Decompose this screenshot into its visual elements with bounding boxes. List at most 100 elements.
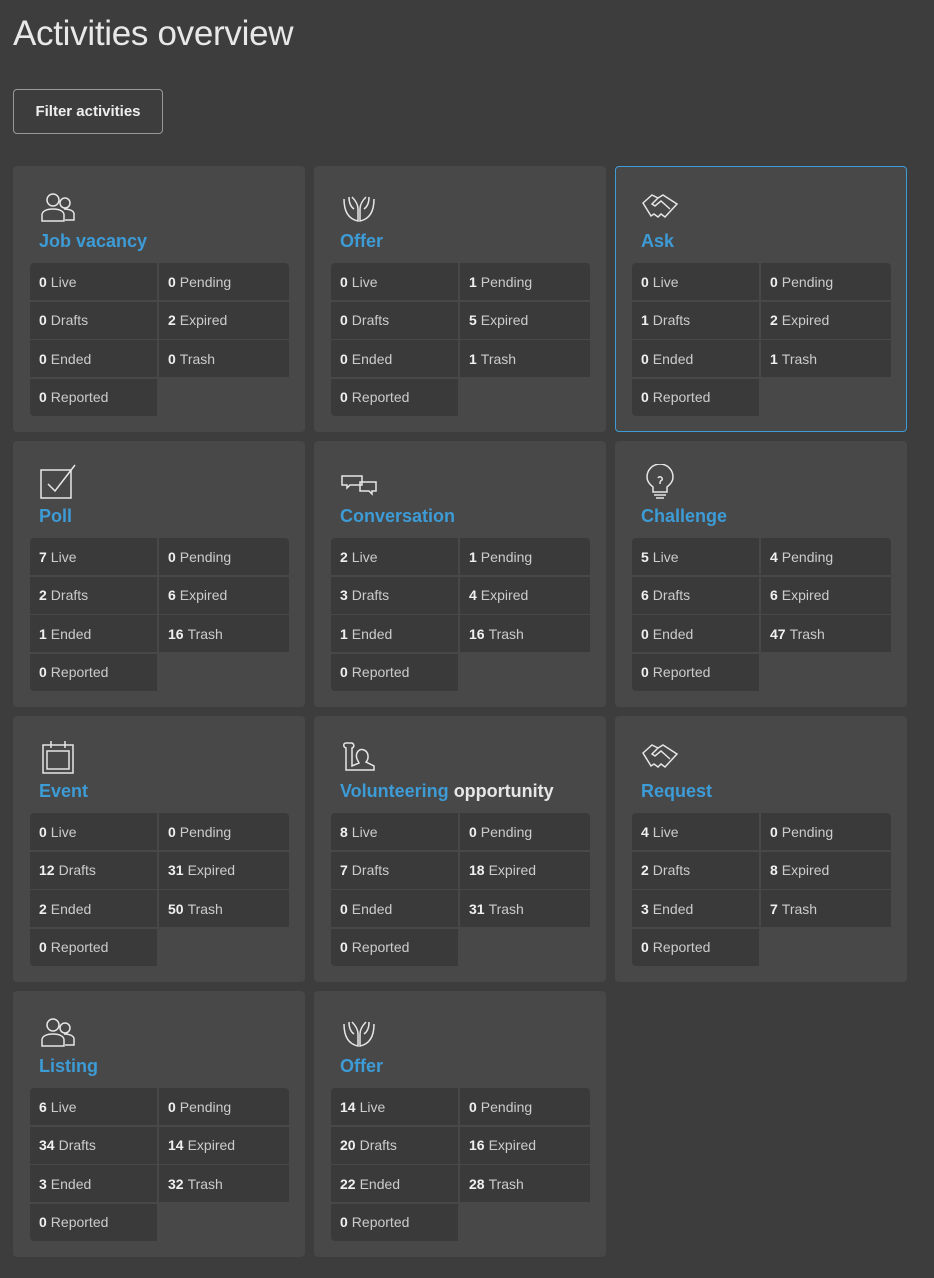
card-title[interactable]: Listing (39, 1056, 98, 1077)
card-title[interactable]: Request (641, 781, 712, 802)
stat-trash[interactable]: 28 Trash (460, 1165, 590, 1202)
card-title[interactable]: Offer (340, 1056, 383, 1077)
card-title-text[interactable]: Volunteering (340, 781, 449, 801)
stat-expired[interactable]: 5 Expired (460, 301, 590, 339)
stat-expired[interactable]: 8 Expired (761, 851, 891, 889)
stat-pending[interactable]: 1 Pending (460, 263, 590, 300)
card-title-text[interactable]: Poll (39, 506, 73, 526)
stat-expired[interactable]: 2 Expired (159, 301, 289, 339)
stat-reported[interactable]: 0 Reported (632, 378, 759, 416)
stat-pending[interactable]: 0 Pending (761, 813, 891, 850)
stat-drafts[interactable]: 1 Drafts (632, 301, 759, 339)
stat-reported[interactable]: 0 Reported (331, 653, 458, 691)
card-title-text[interactable]: Offer (340, 231, 384, 251)
filter-activities-button[interactable]: Filter activities (13, 89, 163, 134)
stat-ended[interactable]: 0 Ended (632, 615, 759, 652)
stat-live[interactable]: 2 Live (331, 538, 458, 575)
stat-expired[interactable]: 14 Expired (159, 1126, 289, 1164)
stat-live[interactable]: 8 Live (331, 813, 458, 850)
stat-drafts[interactable]: 12 Drafts (30, 851, 157, 889)
stat-trash[interactable]: 7 Trash (761, 890, 891, 927)
activity-card[interactable]: Offer 0 Live 1 Pending 0 Drafts 5 Expired 0 Ended 1… (314, 166, 606, 432)
stat-reported[interactable]: 0 Reported (632, 928, 759, 966)
stat-trash[interactable]: 50 Trash (159, 890, 289, 927)
stat-trash[interactable]: 0 Trash (159, 340, 289, 377)
stat-live[interactable]: 5 Live (632, 538, 759, 575)
stat-ended[interactable]: 2 Ended (30, 890, 157, 927)
stat-drafts[interactable]: 2 Drafts (30, 576, 157, 614)
stat-drafts[interactable]: 0 Drafts (30, 301, 157, 339)
activity-card[interactable]: Poll 7 Live 0 Pending 2 Drafts 6 Expired 1 Ended 16… (13, 441, 305, 707)
stat-pending[interactable]: 0 Pending (159, 263, 289, 300)
activity-card[interactable]: Event 0 Live 0 Pending 12 Drafts 31 Expired 2 Ende… (13, 716, 305, 982)
stat-reported[interactable]: 0 Reported (632, 653, 759, 691)
card-title[interactable]: Ask (641, 231, 674, 252)
stat-drafts[interactable]: 6 Drafts (632, 576, 759, 614)
stat-expired[interactable]: 18 Expired (460, 851, 590, 889)
stat-trash[interactable]: 16 Trash (460, 615, 590, 652)
stat-pending[interactable]: 4 Pending (761, 538, 891, 575)
activity-card[interactable]: Job vacancy 0 Live 0 Pending 0 Drafts 2 Expired 0… (13, 166, 305, 432)
stat-pending[interactable]: 0 Pending (159, 1088, 289, 1125)
stat-reported[interactable]: 0 Reported (331, 928, 458, 966)
stat-trash[interactable]: 1 Trash (460, 340, 590, 377)
stat-drafts[interactable]: 3 Drafts (331, 576, 458, 614)
card-title[interactable]: Challenge (641, 506, 727, 527)
activity-card[interactable]: Volunteering opportunity 8 Live 0 Pending 7 Dr… (314, 716, 606, 982)
stat-ended[interactable]: 22 Ended (331, 1165, 458, 1202)
stat-reported[interactable]: 0 Reported (30, 378, 157, 416)
stat-expired[interactable]: 31 Expired (159, 851, 289, 889)
stat-live[interactable]: 14 Live (331, 1088, 458, 1125)
stat-drafts[interactable]: 0 Drafts (331, 301, 458, 339)
card-title-text[interactable]: Request (641, 781, 713, 801)
stat-live[interactable]: 0 Live (331, 263, 458, 300)
stat-trash[interactable]: 32 Trash (159, 1165, 289, 1202)
stat-trash[interactable]: 1 Trash (761, 340, 891, 377)
card-title-text[interactable]: Offer (340, 1056, 384, 1076)
card-title-text[interactable]: Ask (641, 231, 675, 251)
stat-live[interactable]: 7 Live (30, 538, 157, 575)
card-title[interactable]: Volunteering opportunity (340, 781, 554, 802)
activity-card[interactable]: Ask 0 Live 0 Pending 1 Drafts 2 Expired 0 Ended 1 Tr… (615, 166, 907, 432)
card-title[interactable]: Event (39, 781, 88, 802)
stat-drafts[interactable]: 20 Drafts (331, 1126, 458, 1164)
stat-expired[interactable]: 4 Expired (460, 576, 590, 614)
stat-ended[interactable]: 0 Ended (30, 340, 157, 377)
card-title[interactable]: Job vacancy (39, 231, 147, 252)
stat-reported[interactable]: 0 Reported (30, 653, 157, 691)
stat-drafts[interactable]: 2 Drafts (632, 851, 759, 889)
stat-pending[interactable]: 0 Pending (460, 813, 590, 850)
stat-pending[interactable]: 0 Pending (761, 263, 891, 300)
stat-expired[interactable]: 6 Expired (159, 576, 289, 614)
stat-ended[interactable]: 0 Ended (632, 340, 759, 377)
card-title[interactable]: Poll (39, 506, 72, 527)
stat-pending[interactable]: 0 Pending (460, 1088, 590, 1125)
stat-live[interactable]: 0 Live (30, 813, 157, 850)
card-title-text[interactable]: Listing (39, 1056, 98, 1076)
stat-expired[interactable]: 2 Expired (761, 301, 891, 339)
stat-ended[interactable]: 0 Ended (331, 890, 458, 927)
card-title[interactable]: Offer (340, 231, 383, 252)
card-title-rest[interactable]: opportunity (453, 781, 554, 801)
stat-expired[interactable]: 6 Expired (761, 576, 891, 614)
stat-live[interactable]: 0 Live (30, 263, 157, 300)
stat-pending[interactable]: 0 Pending (159, 813, 289, 850)
stat-trash[interactable]: 47 Trash (761, 615, 891, 652)
card-title-text[interactable]: Event (39, 781, 89, 801)
stat-drafts[interactable]: 34 Drafts (30, 1126, 157, 1164)
activity-card[interactable]: Request 4 Live 0 Pending 2 Drafts 8 Expired 3 Ende… (615, 716, 907, 982)
stat-live[interactable]: 6 Live (30, 1088, 157, 1125)
card-title-text[interactable]: Job vacancy (39, 231, 148, 251)
stat-trash[interactable]: 16 Trash (159, 615, 289, 652)
stat-trash[interactable]: 31 Trash (460, 890, 590, 927)
activity-card[interactable]: Challenge 5 Live 4 Pending 6 Drafts 6 Expired 0 En… (615, 441, 907, 707)
stat-live[interactable]: 4 Live (632, 813, 759, 850)
stat-reported[interactable]: 0 Reported (331, 1203, 458, 1241)
activity-card[interactable]: Listing 6 Live 0 Pending 34 Drafts 14 Expired 3 En… (13, 991, 305, 1257)
stat-ended[interactable]: 0 Ended (331, 340, 458, 377)
stat-reported[interactable]: 0 Reported (30, 1203, 157, 1241)
stat-reported[interactable]: 0 Reported (30, 928, 157, 966)
card-title[interactable]: Conversation (340, 506, 455, 527)
stat-ended[interactable]: 1 Ended (30, 615, 157, 652)
stat-expired[interactable]: 16 Expired (460, 1126, 590, 1164)
